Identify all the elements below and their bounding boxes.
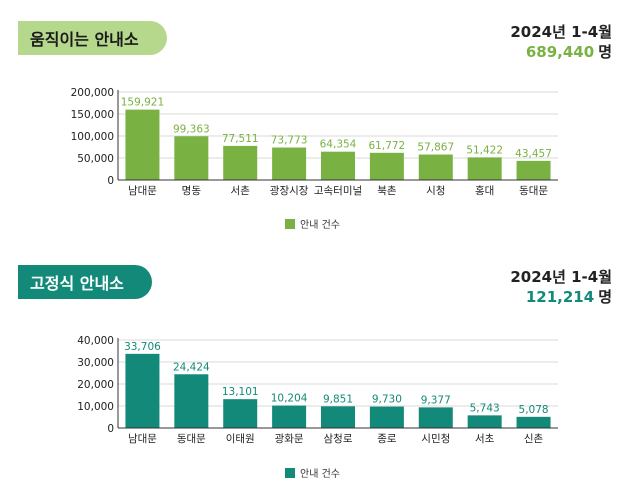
total-count: 121,214 명 [510,287,612,307]
bar [125,353,160,428]
legend-label: 안내 건수 [300,220,340,231]
x-tick-label: 시민청 [421,433,450,445]
x-tick-label: 남대문 [128,185,157,197]
data-label: 9,377 [421,394,451,406]
x-tick-label: 광화문 [275,433,304,445]
x-tick-label: 시청 [426,185,445,197]
data-label: 24,424 [173,361,210,373]
data-label: 64,354 [320,139,357,151]
y-tick-label: 0 [107,175,114,187]
bar [272,405,307,428]
data-label: 43,457 [515,148,552,160]
data-label: 9,851 [323,393,353,405]
y-tick-label: 20,000 [77,379,114,391]
y-tick-label: 30,000 [77,357,114,369]
x-tick-label: 광장시장 [270,185,309,197]
bar [125,109,160,180]
data-label: 9,730 [372,394,402,406]
bar [418,407,453,428]
legend-swatch [285,467,295,478]
bar [223,399,258,428]
legend-swatch [285,218,295,229]
x-tick-label: 종로 [377,433,397,445]
summary-box: 2024년 1-4월 121,214 명 [510,267,612,307]
x-tick-label: 서촌 [231,185,251,197]
data-label: 5,078 [519,404,549,416]
data-label: 61,772 [369,140,406,152]
x-tick-label: 홍대 [475,184,494,197]
x-tick-label: 서초 [475,433,495,445]
bar [516,160,551,180]
chart-legend: 안내 건수 [285,216,340,231]
x-tick-label: 이태원 [226,433,255,445]
x-tick-label: 북촌 [377,185,397,197]
total-unit: 명 [598,288,612,306]
bar [321,151,355,180]
bar [418,154,453,180]
y-tick-label: 150,000 [71,109,114,121]
bar [174,136,209,180]
section-title: 고정식 안내소 [30,274,124,293]
x-tick-label: 남대문 [128,433,157,445]
legend-label: 안내 건수 [300,469,340,480]
data-label: 13,101 [222,386,259,398]
bar [467,157,502,180]
bar-chart-fixed: 0 10,000 20,000 30,000 40,000 33,706 남대문 24,424… [77,335,558,445]
data-label: 5,743 [470,402,500,414]
x-tick-label: 동대문 [177,433,206,445]
chart-legend: 안내 건수 [285,465,340,480]
y-tick-label: 200,000 [71,87,114,99]
x-tick-label: 신촌 [524,433,544,445]
y-tick-label: 0 [107,423,114,435]
y-tick-label: 10,000 [77,401,114,413]
data-label: 73,773 [271,135,308,147]
data-label: 33,706 [124,341,161,353]
data-label: 99,363 [173,123,210,135]
y-tick-label: 40,000 [77,335,114,347]
bar [369,406,404,428]
y-tick-label: 100,000 [71,131,114,143]
total-value: 121,214 [525,288,595,306]
bar [174,374,209,428]
summary-box: 2024년 1-4월 689,440 명 [510,22,612,62]
x-tick-label: 동대문 [519,185,548,197]
period-label: 2024년 1-4월 [510,268,612,286]
x-tick-label: 고속터미널 [314,185,362,197]
x-tick-label: 명동 [182,185,202,197]
x-tick-label: 삼청로 [324,433,353,445]
total-value: 689,440 [525,43,595,61]
section-title-pill: 고정식 안내소 [18,265,152,299]
total-unit: 명 [598,43,612,61]
data-label: 51,422 [466,144,503,156]
data-label: 159,921 [121,97,164,109]
bar-chart-mobile: 0 50,000 100,000 150,000 200,000 159,921 남대문 99… [71,87,558,197]
bar [272,147,307,180]
data-label: 10,204 [271,393,308,405]
section-title: 움직이는 안내소 [30,30,139,49]
bar [516,416,551,428]
section-title-pill: 움직이는 안내소 [18,21,167,55]
bar [467,415,502,428]
period-label: 2024년 1-4월 [510,23,612,41]
bar [223,145,258,180]
data-label: 57,867 [417,142,454,154]
bar [321,406,355,428]
total-count: 689,440 명 [510,42,612,62]
y-tick-label: 50,000 [77,153,114,165]
data-label: 77,511 [222,133,259,145]
bar [369,152,404,180]
